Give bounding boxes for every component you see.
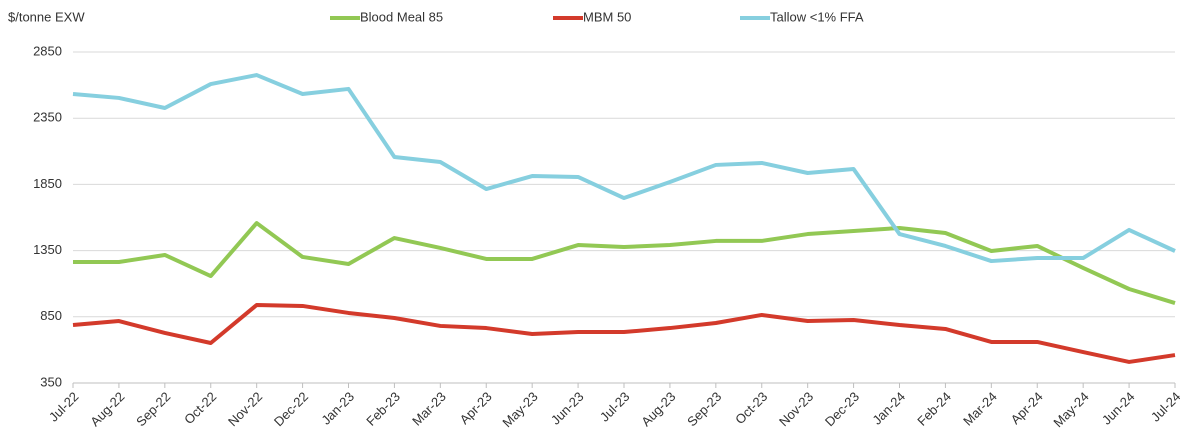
x-tick-label: Feb-23	[363, 389, 403, 429]
x-tick-label: Jul-22	[46, 389, 82, 425]
x-tick-label: Dec-22	[271, 389, 311, 429]
x-tick-label: Sep-22	[133, 389, 173, 429]
series-line	[72, 73, 1176, 264]
x-tick-label: Nov-23	[776, 389, 816, 429]
y-tick-label: 1850	[33, 176, 62, 191]
x-tick-label: Jan-23	[318, 389, 357, 428]
x-tick-label: Aug-22	[87, 389, 127, 429]
x-tick-label: Sep-23	[684, 389, 724, 429]
x-tick-label: May-24	[1050, 389, 1091, 430]
series-line	[73, 221, 1176, 305]
x-tick-label: Dec-23	[822, 389, 862, 429]
x-tick-label: Nov-22	[225, 389, 265, 429]
x-tick-label: Oct-22	[181, 389, 219, 427]
y-tick-label: 1350	[33, 242, 62, 257]
x-tick-label: Feb-24	[914, 389, 954, 429]
x-tick-label: Apr-23	[457, 389, 495, 427]
x-tick-label: Jul-23	[597, 389, 633, 425]
x-tick-label: Jun-24	[1099, 389, 1138, 428]
x-tick-label: Mar-24	[960, 389, 1000, 429]
y-tick-label: 2850	[33, 43, 62, 58]
legend-label: Tallow <1% FFA	[770, 9, 864, 24]
x-tick-label: Oct-23	[732, 389, 770, 427]
x-tick-label: Jul-24	[1148, 389, 1180, 425]
legend-label: Blood Meal 85	[360, 9, 443, 24]
x-tick-label: Jun-23	[548, 389, 587, 428]
y-tick-label: 2350	[33, 110, 62, 125]
x-tick-label: Mar-23	[409, 389, 449, 429]
y-tick-label: 350	[40, 374, 62, 389]
x-tick-label: May-23	[499, 389, 540, 430]
x-tick-label: Apr-24	[1008, 389, 1046, 427]
y-axis-label: $/tonne EXW	[8, 9, 85, 24]
legend-label: MBM 50	[583, 9, 631, 24]
x-tick-label: Aug-23	[638, 389, 678, 429]
series-line	[72, 303, 1176, 364]
x-tick-label: Jan-24	[869, 389, 908, 428]
y-tick-label: 850	[40, 308, 62, 323]
